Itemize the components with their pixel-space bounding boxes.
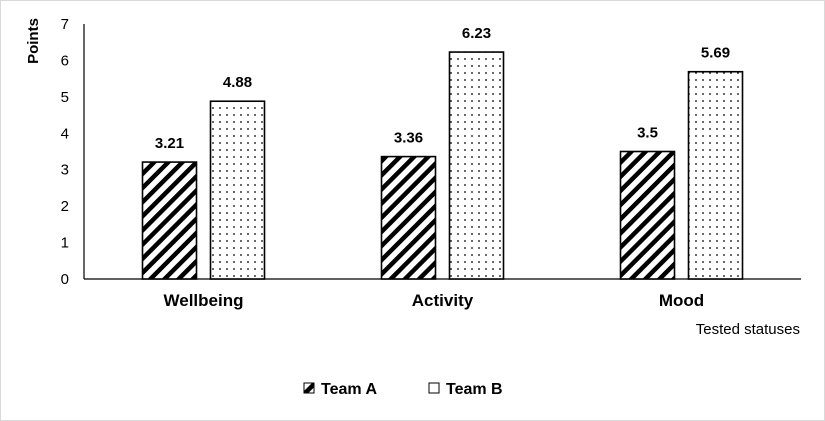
bar-team-b-mood [687, 70, 744, 280]
legend-swatch-team-a [303, 382, 315, 394]
data-label-team-a-mood: 3.5 [637, 125, 658, 142]
legend-label-team-b: Team B [446, 381, 503, 398]
y-tick-label: 3 [61, 162, 69, 179]
data-label-team-a-wellbeing: 3.21 [155, 135, 184, 152]
y-tick-label: 5 [61, 89, 69, 106]
legend-item-team-a: Team A [303, 381, 377, 398]
data-label-team-b-wellbeing: 4.88 [223, 74, 252, 91]
data-label-team-a-activity: 3.36 [394, 130, 423, 147]
y-tick-label: 6 [61, 52, 69, 69]
y-tick-label: 2 [61, 198, 69, 215]
category-label-activity: Activity [412, 291, 474, 310]
data-label-team-b-activity: 6.23 [462, 25, 491, 42]
bar-team-b-activity [448, 51, 505, 280]
y-axis-title: Points [25, 18, 42, 64]
bar-team-a-activity [380, 155, 437, 280]
x-axis-title: Tested statuses [696, 321, 800, 338]
bar-team-a-wellbeing [141, 161, 198, 280]
legend-item-team-b: Team B [428, 381, 503, 398]
legend: Team A Team B [303, 381, 503, 398]
legend-label-team-a: Team A [321, 381, 377, 398]
y-tick-label: 7 [61, 16, 69, 33]
value-labels: 3.21 4.88 3.36 6.23 3.5 5.69 [155, 25, 730, 152]
bars [141, 51, 744, 280]
legend-swatch-team-b [428, 382, 440, 394]
data-label-team-b-mood: 5.69 [701, 45, 730, 62]
bar-team-b-wellbeing [209, 100, 266, 280]
category-label-mood: Mood [659, 291, 704, 310]
y-tick-label: 0 [61, 271, 69, 288]
y-tick-label: 4 [61, 125, 69, 142]
category-labels: Wellbeing Activity Mood [164, 291, 705, 310]
category-label-wellbeing: Wellbeing [164, 291, 244, 310]
bar-team-a-mood [619, 150, 676, 280]
y-tick-label: 1 [61, 235, 69, 252]
y-axis-ticks: 0 1 2 3 4 5 6 7 [61, 16, 69, 288]
